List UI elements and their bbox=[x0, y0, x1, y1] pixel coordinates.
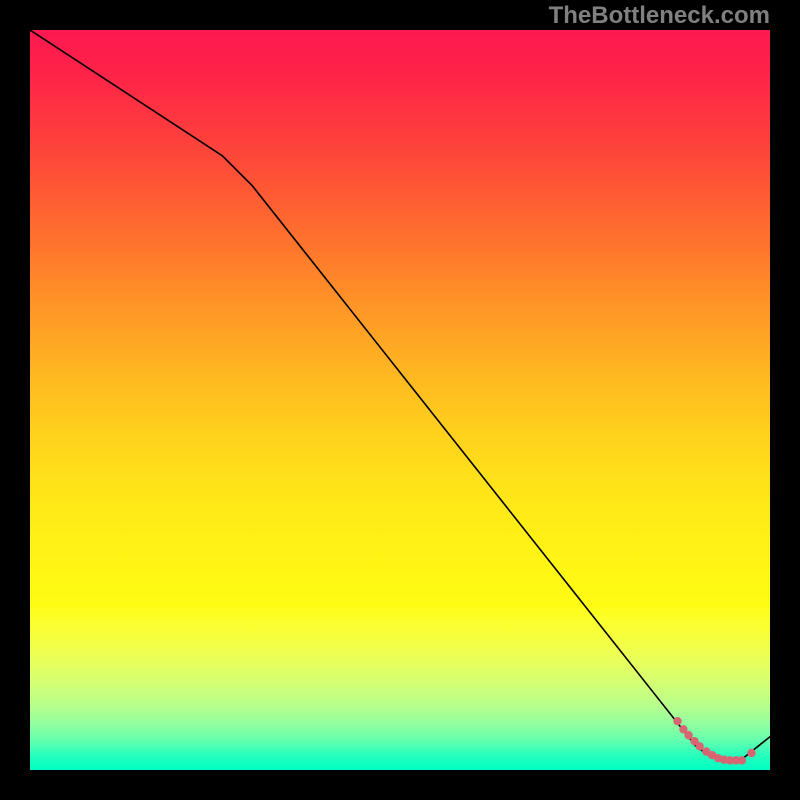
plot-area bbox=[30, 30, 770, 770]
scatter-points bbox=[30, 30, 770, 770]
watermark-text: TheBottleneck.com bbox=[549, 2, 770, 30]
stage: TheBottleneck.com bbox=[0, 0, 800, 800]
